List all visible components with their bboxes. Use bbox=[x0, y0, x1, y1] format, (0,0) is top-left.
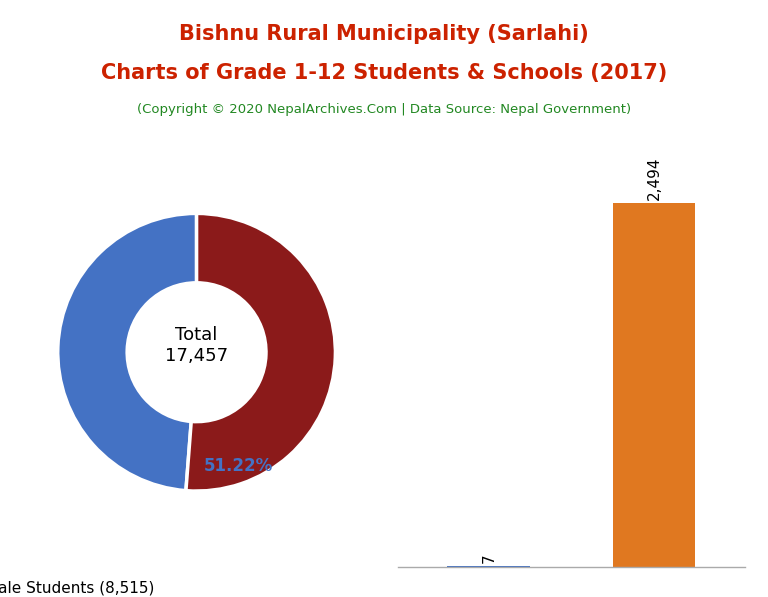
Text: (Copyright © 2020 NepalArchives.Com | Data Source: Nepal Government): (Copyright © 2020 NepalArchives.Com | Da… bbox=[137, 103, 631, 116]
Text: 2,494: 2,494 bbox=[647, 156, 661, 200]
Text: Total
17,457: Total 17,457 bbox=[165, 326, 228, 365]
Text: Charts of Grade 1-12 Students & Schools (2017): Charts of Grade 1-12 Students & Schools … bbox=[101, 63, 667, 83]
Wedge shape bbox=[186, 213, 336, 491]
Bar bbox=[448, 566, 530, 567]
Text: 7: 7 bbox=[482, 553, 496, 563]
Text: Bishnu Rural Municipality (Sarlahi): Bishnu Rural Municipality (Sarlahi) bbox=[179, 24, 589, 44]
Text: 51.22%: 51.22% bbox=[204, 457, 273, 475]
Wedge shape bbox=[58, 213, 197, 491]
Bar bbox=[613, 203, 695, 567]
Text: 48.78%: 48.78% bbox=[121, 235, 190, 253]
Legend: Male Students (8,515), Female Students (8,942): Male Students (8,515), Female Students (… bbox=[0, 572, 180, 597]
